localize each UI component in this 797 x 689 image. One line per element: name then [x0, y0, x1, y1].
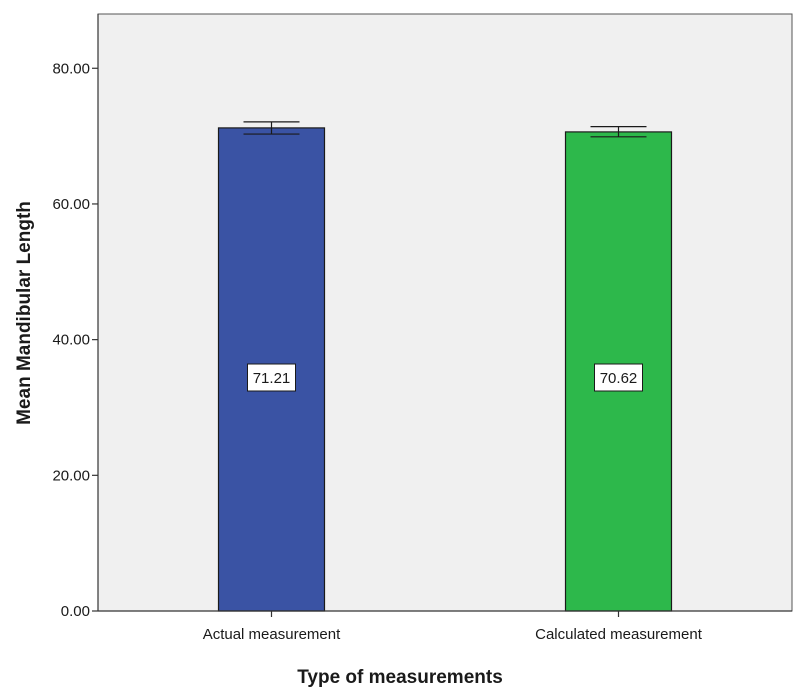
x-axis-title: Type of measurements: [297, 667, 503, 688]
y-axis-title: Mean Mandibular Length: [14, 201, 35, 425]
y-tick-label: 80.00: [52, 60, 90, 77]
y-axis-ticks: 0.00 20.00 40.00 60.00 80.00: [52, 60, 98, 620]
data-label: 70.62: [600, 370, 638, 387]
data-label-box: [594, 363, 643, 392]
data-label: 71.21: [253, 370, 291, 387]
y-tick-label: 40.00: [52, 332, 90, 349]
y-tick-label: 20.00: [52, 467, 90, 484]
error-bars-group: [243, 121, 647, 138]
y-tick-label: 60.00: [52, 196, 90, 213]
data-label-box: [247, 363, 296, 392]
x-category-label: Actual measurement: [203, 626, 341, 643]
y-tick-label: 0.00: [61, 603, 90, 620]
data-labels-group: 71.21 70.62: [247, 363, 643, 392]
x-axis-categories: Actual measurement Calculated measurement: [203, 611, 703, 643]
x-category-label: Calculated measurement: [535, 626, 703, 643]
plot-area: [97, 13, 793, 612]
